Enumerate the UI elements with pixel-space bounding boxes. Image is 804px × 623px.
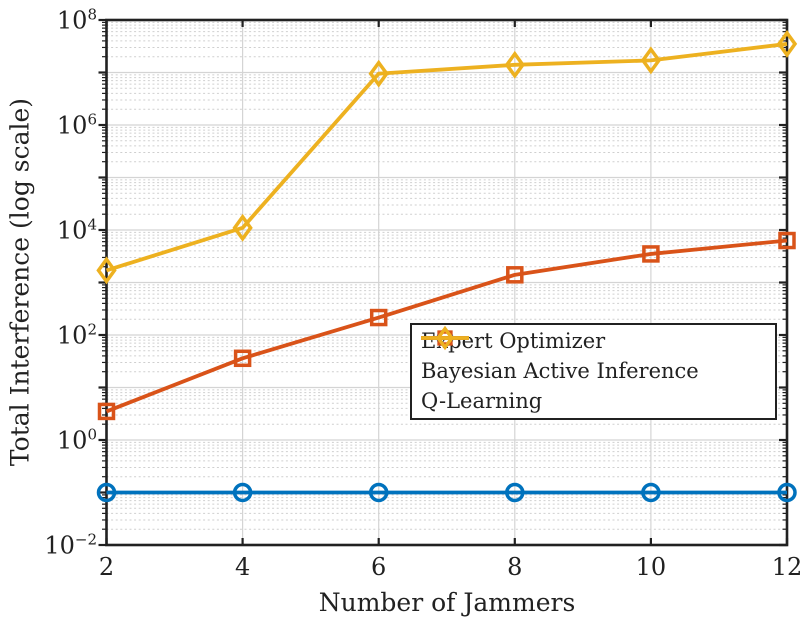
series-expert-optimizer: [96, 482, 797, 503]
y-tick-label: 106: [56, 110, 97, 140]
legend: Expert Optimizer Bayesian Active Inferen…: [410, 323, 777, 420]
marker-circle: [505, 482, 525, 503]
x-tick-label: 12: [771, 553, 803, 581]
legend-line-sample-diamond-icon: [421, 325, 469, 351]
minor-gridlines: [106, 21, 787, 530]
y-tick-label: 108: [56, 5, 97, 35]
marker-diamond: [232, 213, 253, 242]
marker-diamond: [436, 325, 454, 351]
y-axis-label: Total Interference (log scale): [5, 97, 35, 467]
marker-circle: [641, 482, 661, 503]
x-tick-label: 10: [635, 553, 667, 581]
legend-item-label: Bayesian Active Inference: [421, 359, 699, 383]
y-tick-label: 100: [56, 425, 97, 455]
marker-circle: [368, 482, 389, 503]
marker-circle: [777, 482, 797, 503]
legend-item-q-learning: Q-Learning: [412, 325, 775, 416]
marker-diamond: [96, 256, 117, 285]
marker-square: [97, 402, 116, 421]
major-gridlines: [106, 20, 787, 545]
legend-item-label: Q-Learning: [421, 388, 543, 413]
series-line: [105, 238, 788, 414]
y-tick-label: 102: [56, 320, 97, 350]
series-line: [105, 42, 788, 273]
marker-square: [778, 231, 796, 250]
x-tick-label: 2: [98, 553, 115, 581]
marker-circle: [232, 482, 253, 503]
marker-diamond: [640, 46, 662, 75]
marker-square: [233, 349, 252, 368]
marker-square: [506, 266, 524, 284]
marker-square: [642, 245, 660, 263]
marker-diamond: [776, 29, 798, 58]
x-tick-label: 6: [371, 553, 387, 581]
y-tick-label: 104: [56, 215, 97, 245]
legend-item-label: Expert Optimizer: [421, 329, 606, 354]
series-bayesian-active-inference: [97, 231, 796, 421]
marker-diamond: [368, 59, 389, 88]
marker-diamond: [504, 50, 525, 79]
y-tick-label: 10−2: [44, 530, 97, 560]
marker-square: [369, 308, 388, 327]
x-tick-label: 8: [507, 553, 523, 581]
x-axis-label: Number of Jammers: [318, 588, 576, 617]
x-tick-label: 4: [234, 553, 251, 581]
series-q-learning: [96, 29, 798, 285]
legend-item-bayesian-active-inference: Bayesian Active Inference: [412, 330, 775, 387]
marker-circle: [96, 482, 117, 503]
